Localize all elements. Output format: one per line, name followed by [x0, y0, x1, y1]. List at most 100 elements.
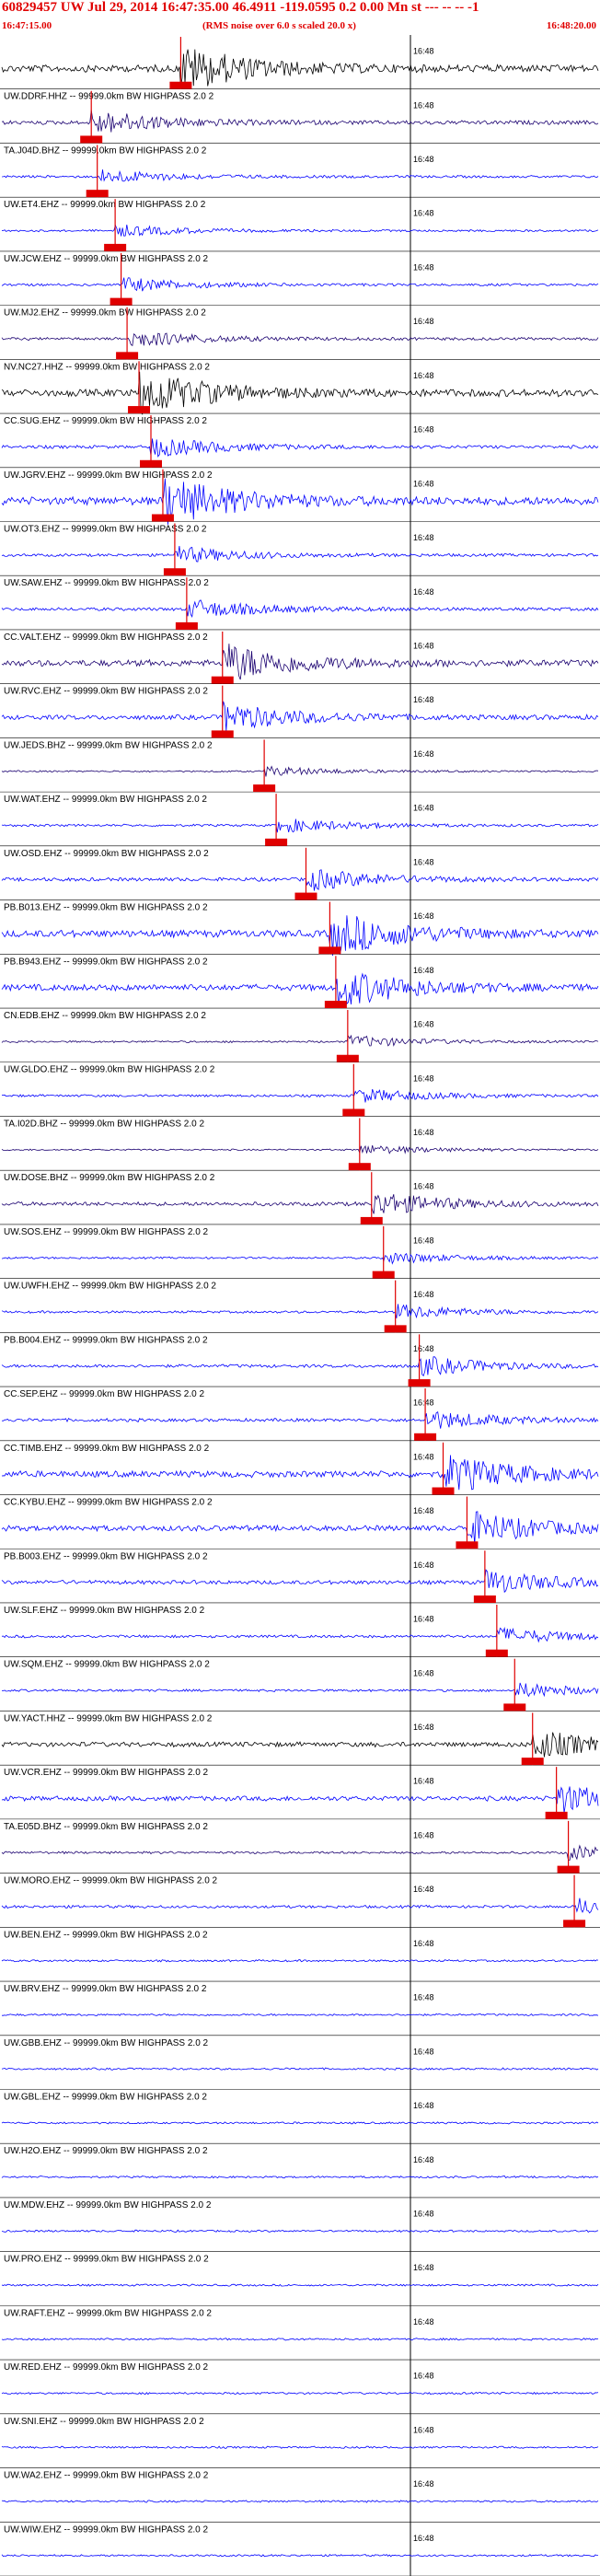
pick-marker — [324, 1001, 347, 1009]
trace-28: PB.B003.EHZ -- 99999.0km BW HIGHPASS 2.0… — [0, 1550, 600, 1604]
waveform — [1, 2500, 599, 2503]
trace-label: UW.DOSE.BHZ -- 99999.0km BW HIGHPASS 2.0… — [4, 1173, 215, 1183]
trace-17: PB.B943.EHZ -- 99999.0km BW HIGHPASS 2.0… — [0, 956, 600, 1009]
trace-label: CC.KYBU.EHZ -- 99999.0km BW HIGHPASS 2.0… — [4, 1498, 213, 1508]
pick-marker — [557, 1865, 580, 1874]
minute-tick-label: 16:48 — [413, 1668, 434, 1677]
minute-tick-label: 16:48 — [413, 317, 434, 326]
rms-note: (RMS noise over 6.0 s scaled 20.0 x) — [202, 20, 356, 31]
trace-12: UW.RVC.EHZ -- 99999.0km BW HIGHPASS 2.0 … — [0, 685, 600, 738]
minute-tick-label: 16:48 — [413, 695, 434, 704]
waveform — [1, 765, 599, 777]
trace-31: UW.YACT.HHZ -- 99999.0km BW HIGHPASS 2.0… — [0, 1712, 600, 1766]
trace-0: 16:48 — [0, 37, 600, 90]
plot-header: 60829457 UW Jul 29, 2014 16:47:35.00 46.… — [0, 0, 600, 37]
waveform — [1, 701, 599, 732]
trace-label: PB.B003.EHZ -- 99999.0km BW HIGHPASS 2.0… — [4, 1551, 208, 1561]
waveform — [1, 1410, 599, 1429]
trace-19: UW.GLDO.EHZ -- 99999.0km BW HIGHPASS 2.0… — [0, 1063, 600, 1117]
trace-label: UW.BEN.EHZ -- 99999.0km BW HIGHPASS 2.0 … — [4, 1930, 208, 1940]
trace-label: UW.SAW.EHZ -- 99999.0km BW HIGHPASS 2.0 … — [4, 578, 209, 588]
waveform — [1, 1511, 599, 1546]
trace-label: TA.J04D.BHZ -- 99999.0km BW HIGHPASS 2.0… — [4, 145, 207, 156]
waveform — [1, 169, 599, 182]
waveform — [1, 2175, 599, 2179]
minute-tick-label: 16:48 — [413, 1452, 434, 1461]
waveform — [2, 1682, 599, 1698]
trace-32: UW.VCR.EHZ -- 99999.0km BW HIGHPASS 2.0 … — [0, 1767, 600, 1820]
pick-marker — [485, 1649, 508, 1657]
minute-tick-label: 16:48 — [413, 1182, 434, 1191]
pick-marker — [318, 946, 341, 955]
waveform — [1, 1786, 599, 1814]
minute-tick-label: 16:48 — [413, 47, 434, 56]
minute-tick-label: 16:48 — [413, 1830, 434, 1839]
minute-tick-label: 16:48 — [413, 371, 434, 380]
trace-label: UW.RAFT.EHZ -- 99999.0km BW HIGHPASS 2.0… — [4, 2308, 212, 2318]
waveform — [1, 1569, 599, 1594]
trace-label: CC.SUG.EHZ -- 99999.0km BW HIGHPASS 2.0 … — [4, 416, 207, 426]
trace-label: CC.SEP.EHZ -- 99999.0km BW HIGHPASS 2.0 … — [4, 1389, 204, 1399]
trace-22: UW.SOS.EHZ -- 99999.0km BW HIGHPASS 2.0 … — [0, 1225, 600, 1279]
trace-label: UW.MDW.EHZ -- 99999.0km BW HIGHPASS 2.0 … — [4, 2200, 212, 2210]
trace-label: UW.SOS.EHZ -- 99999.0km BW HIGHPASS 2.0 … — [4, 1227, 209, 1237]
trace-26: CC.TIMB.EHZ -- 99999.0km BW HIGHPASS 2.0… — [0, 1442, 600, 1495]
trace-29: UW.SLF.EHZ -- 99999.0km BW HIGHPASS 2.0 … — [0, 1604, 600, 1658]
trace-9: UW.OT3.EHZ -- 99999.0km BW HIGHPASS 2.0 … — [0, 523, 600, 576]
trace-label: UW.SQM.EHZ -- 99999.0km BW HIGHPASS 2.0 … — [4, 1660, 210, 1670]
trace-20: TA.I02D.BHZ -- 99999.0km BW HIGHPASS 2.0… — [0, 1118, 600, 1171]
trace-label: CC.TIMB.EHZ -- 99999.0km BW HIGHPASS 2.0… — [4, 1444, 210, 1454]
waveform — [1, 1897, 599, 1914]
trace-13: UW.JEDS.BHZ -- 99999.0km BW HIGHPASS 2.0… — [0, 739, 600, 793]
waveform — [1, 869, 599, 891]
trace-14: UW.WAT.EHZ -- 99999.0km BW HIGHPASS 2.0 … — [0, 794, 600, 847]
minute-tick-label: 16:48 — [413, 2101, 434, 2110]
minute-tick-label: 16:48 — [413, 1128, 434, 1137]
trace-label: UW.WA2.EHZ -- 99999.0km BW HIGHPASS 2.0 … — [4, 2471, 209, 2481]
trace-label: CN.EDB.EHZ -- 99999.0km BW HIGHPASS 2.0 … — [4, 1011, 206, 1021]
pick-marker — [503, 1703, 526, 1712]
trace-43: UW.RED.EHZ -- 99999.0km BW HIGHPASS 2.0 … — [0, 2362, 600, 2415]
trace-5: UW.MJ2.EHZ -- 99999.0km BW HIGHPASS 2.0 … — [0, 307, 600, 360]
trace-8: UW.JGRV.EHZ -- 99999.0km BW HIGHPASS 2.0… — [0, 469, 600, 525]
pick-marker — [521, 1758, 544, 1766]
minute-tick-label: 16:48 — [413, 262, 434, 272]
minute-tick-label: 16:48 — [413, 1398, 434, 1408]
waveform — [1, 1844, 599, 1862]
waveform — [1, 915, 599, 957]
pick-marker — [211, 676, 234, 684]
event-title: 60829457 UW Jul 29, 2014 16:47:35.00 46.… — [2, 0, 479, 15]
minute-tick-label: 16:48 — [413, 1939, 434, 1948]
pick-marker — [414, 1433, 437, 1441]
pick-marker — [342, 1108, 365, 1117]
pick-marker — [545, 1811, 568, 1819]
trace-label: UW.VCR.EHZ -- 99999.0km BW HIGHPASS 2.0 … — [4, 1768, 209, 1778]
minute-tick-label: 16:48 — [413, 1561, 434, 1570]
pick-marker — [473, 1595, 496, 1603]
trace-38: UW.GBL.EHZ -- 99999.0km BW HIGHPASS 2.0 … — [0, 2092, 600, 2144]
minute-tick-label: 16:48 — [413, 2425, 434, 2434]
waveform — [1, 478, 599, 525]
trace-label: UW.SNI.EHZ -- 99999.0km BW HIGHPASS 2.0 … — [4, 2417, 204, 2427]
trace-2: TA.J04D.BHZ -- 99999.0km BW HIGHPASS 2.0… — [0, 145, 600, 198]
pick-marker — [169, 81, 192, 89]
minute-tick-label: 16:48 — [413, 2317, 434, 2327]
minute-tick-label: 16:48 — [413, 425, 434, 435]
minute-tick-label: 16:48 — [413, 155, 434, 164]
trace-23: UW.UWFH.EHZ -- 99999.0km BW HIGHPASS 2.0… — [0, 1280, 600, 1333]
pick-marker — [116, 352, 139, 360]
waveform — [1, 2229, 599, 2233]
trace-label: TA.I02D.BHZ -- 99999.0km BW HIGHPASS 2.0… — [4, 1119, 204, 1129]
minute-tick-label: 16:48 — [413, 1290, 434, 1299]
pick-marker — [294, 892, 317, 900]
pick-marker — [128, 406, 151, 414]
seismogram-plot: 16:48 UW.DDRF.HHZ -- 99999.0km BW HIGHPAS… — [0, 35, 600, 2576]
minute-tick-label: 16:48 — [413, 1615, 434, 1624]
minute-tick-label: 16:48 — [413, 2372, 434, 2381]
pick-marker — [110, 297, 133, 306]
trace-label: UW.OT3.EHZ -- 99999.0km BW HIGHPASS 2.0 … — [4, 525, 207, 535]
minute-tick-label: 16:48 — [413, 857, 434, 866]
pick-marker — [360, 1216, 383, 1224]
trace-3: UW.ET4.EHZ -- 99999.0km BW HIGHPASS 2.0 … — [0, 199, 600, 252]
pick-marker — [80, 135, 103, 144]
